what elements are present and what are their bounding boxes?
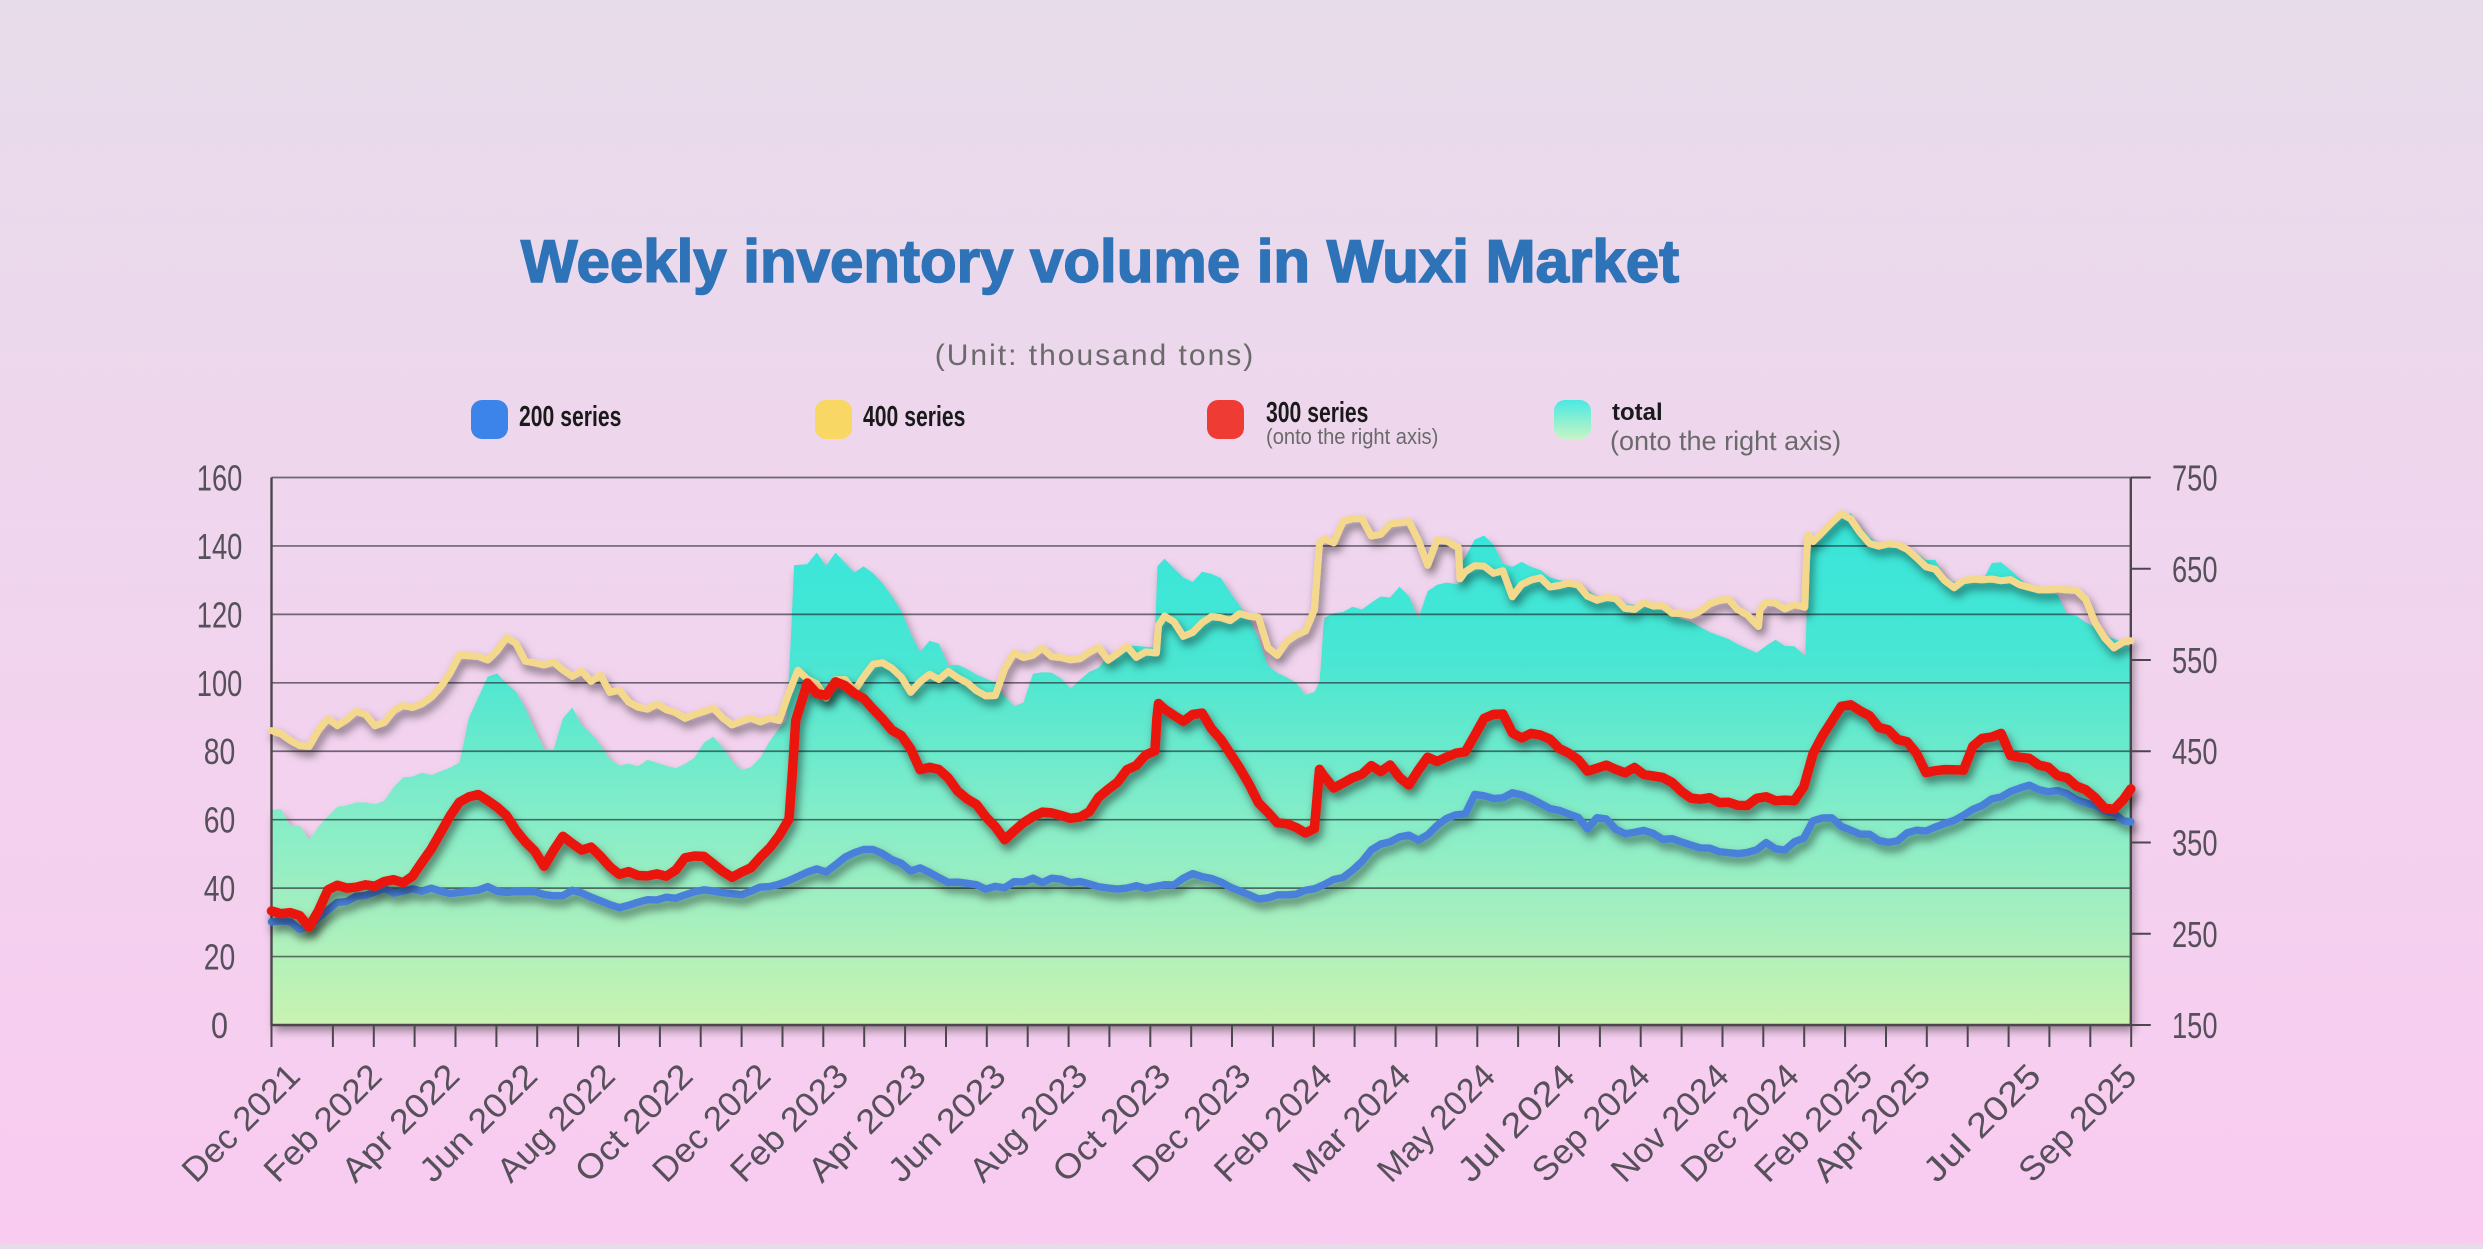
svg-text:0: 0 xyxy=(211,1005,228,1046)
svg-text:150: 150 xyxy=(2172,1005,2218,1046)
svg-text:140: 140 xyxy=(197,526,243,567)
svg-text:40: 40 xyxy=(204,868,236,909)
svg-text:120: 120 xyxy=(197,594,243,635)
svg-text:100: 100 xyxy=(197,663,243,704)
svg-text:350: 350 xyxy=(2172,823,2218,864)
svg-text:450: 450 xyxy=(2172,731,2218,772)
svg-text:550: 550 xyxy=(2172,640,2218,681)
svg-text:250: 250 xyxy=(2172,914,2218,955)
svg-text:650: 650 xyxy=(2172,549,2218,590)
svg-text:80: 80 xyxy=(204,731,236,772)
svg-text:160: 160 xyxy=(197,458,243,499)
svg-text:60: 60 xyxy=(204,800,236,841)
svg-text:20: 20 xyxy=(204,937,236,978)
svg-text:750: 750 xyxy=(2172,458,2218,499)
